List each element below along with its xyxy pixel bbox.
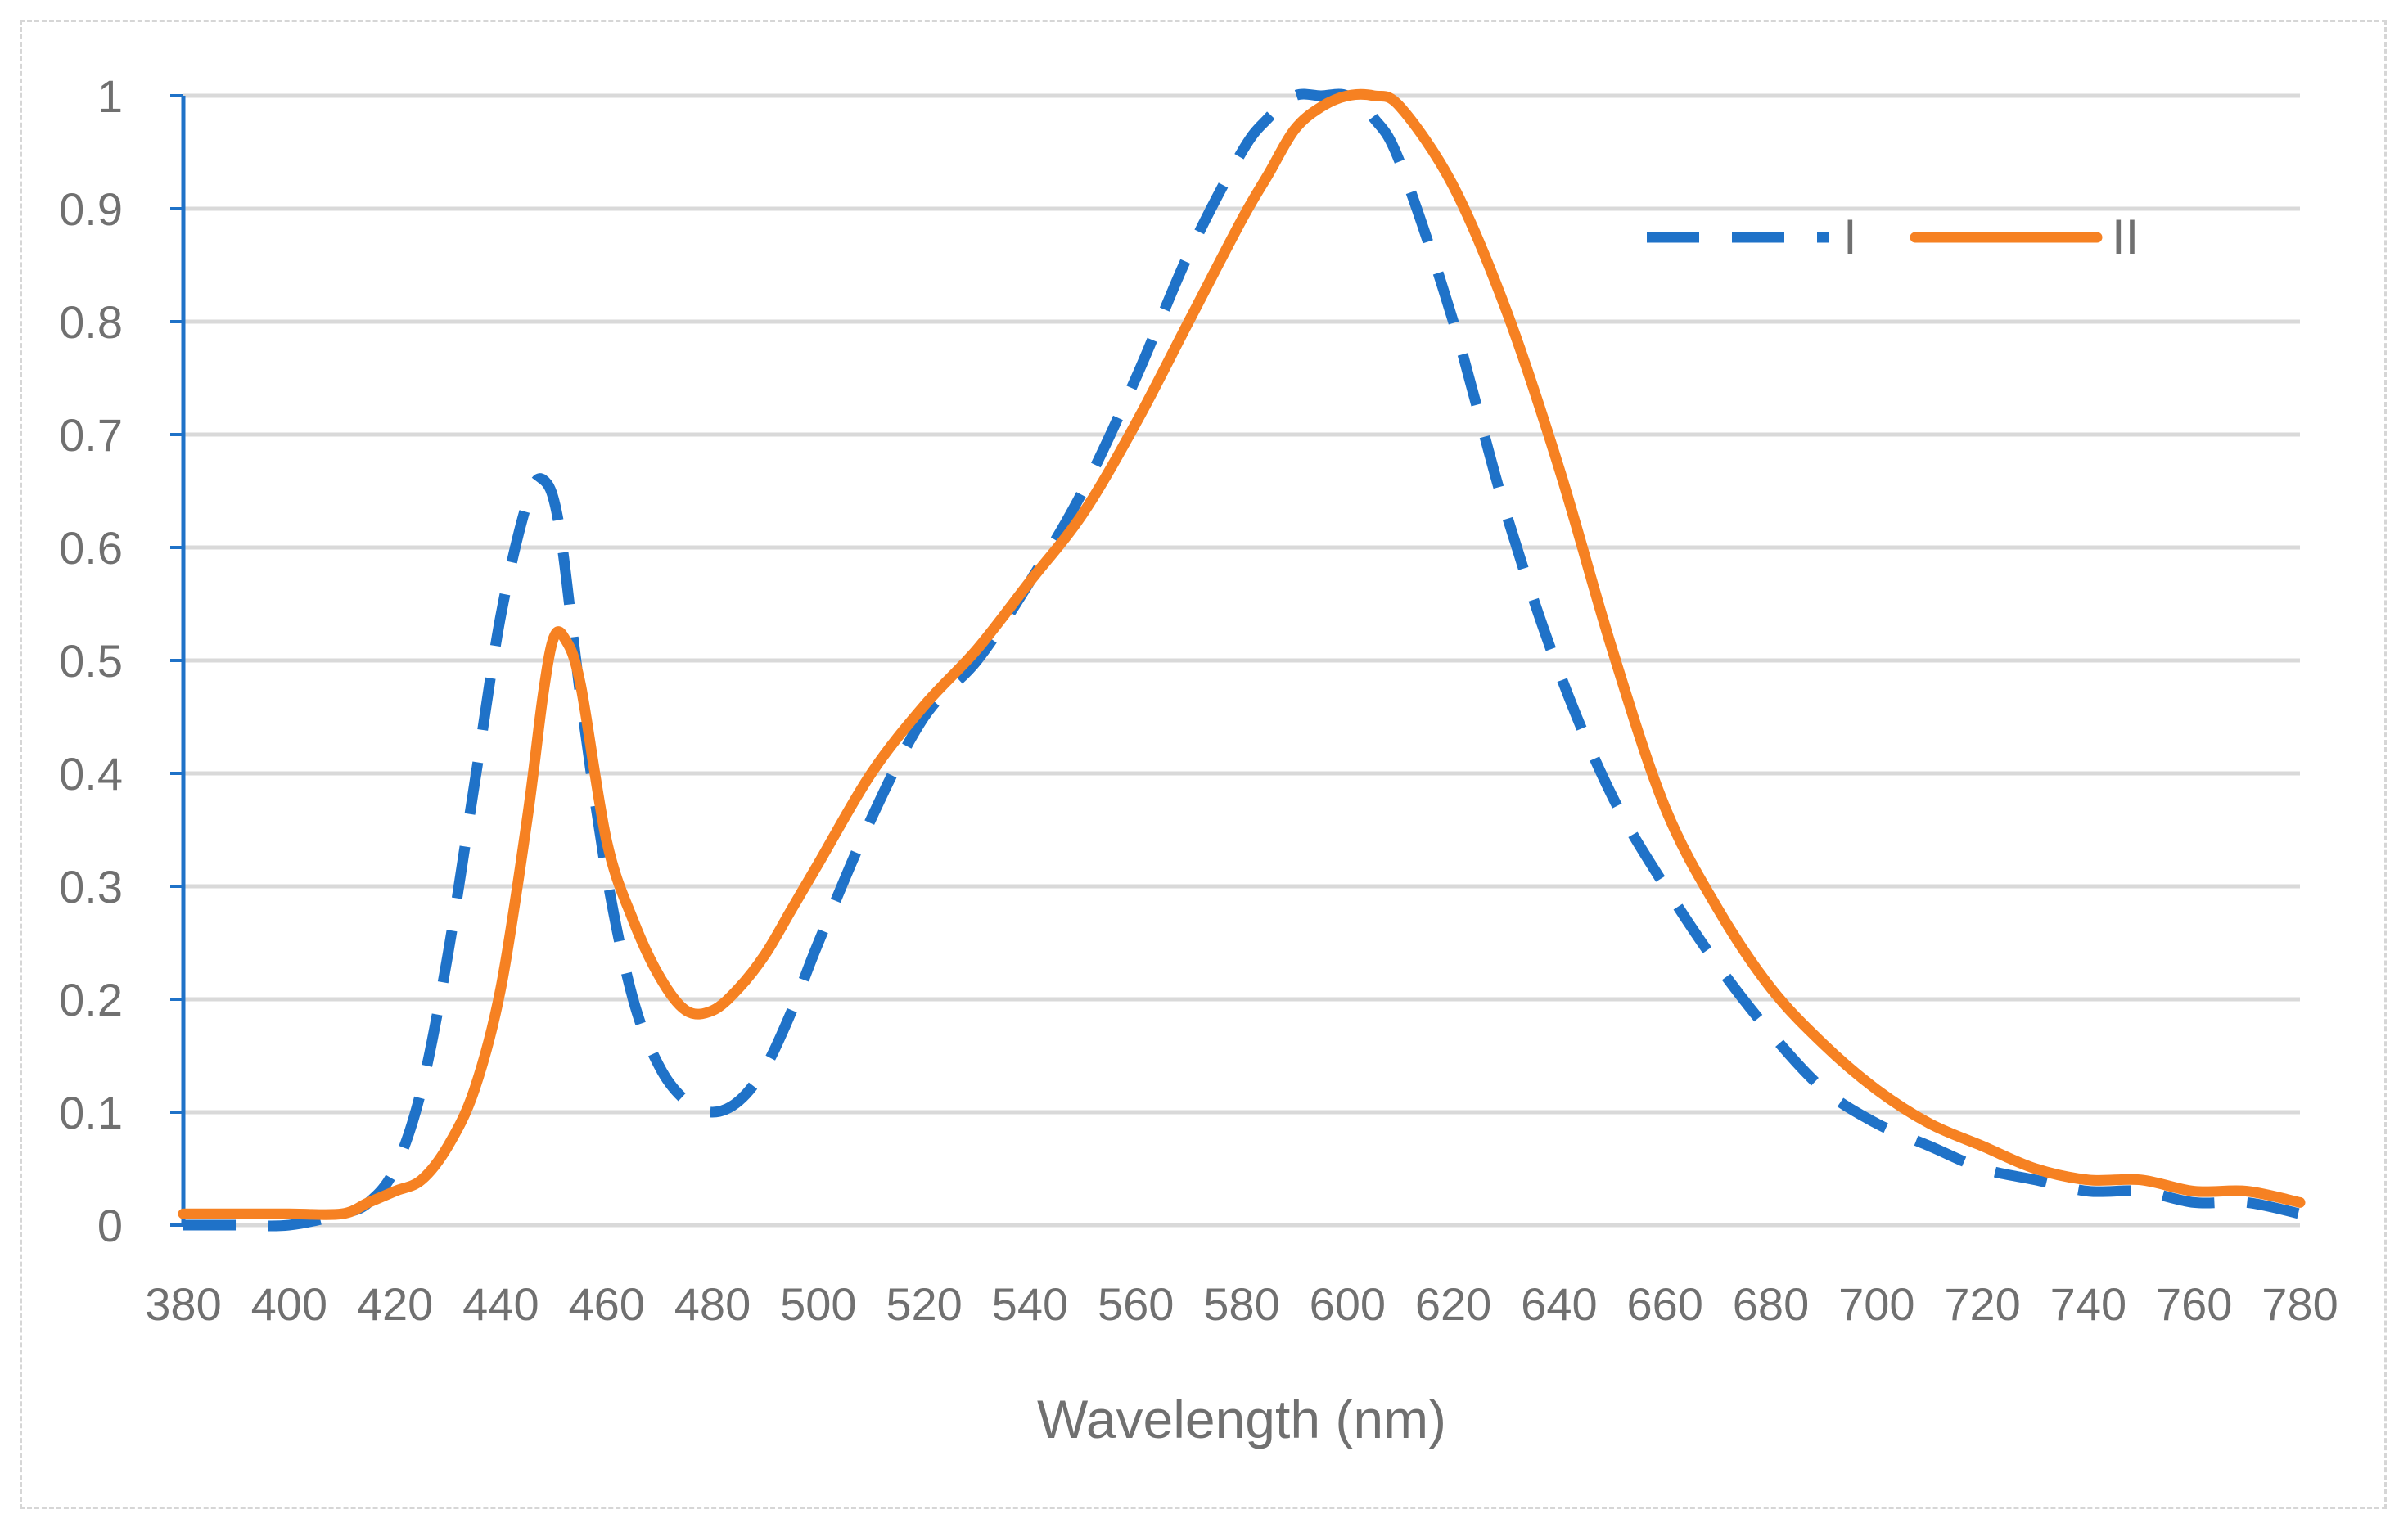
legend-label-series-2: II bbox=[2112, 210, 2139, 264]
x-tick-label: 460 bbox=[568, 1278, 644, 1330]
y-tick-label: 0.8 bbox=[59, 296, 123, 348]
y-tick-label: 0.6 bbox=[59, 522, 123, 574]
y-tick-label: 0.9 bbox=[59, 183, 123, 235]
x-tick-label: 660 bbox=[1626, 1278, 1702, 1330]
x-tick-label: 700 bbox=[1838, 1278, 1914, 1330]
y-tick-label: 1 bbox=[97, 70, 123, 122]
axes bbox=[170, 94, 2300, 1228]
series-line-2 bbox=[178, 88, 2306, 1220]
x-tick-label: 720 bbox=[1944, 1278, 2020, 1330]
y-tick-label: 0 bbox=[97, 1200, 123, 1251]
y-tick-label: 0.3 bbox=[59, 861, 123, 912]
y-tick-label: 0.7 bbox=[59, 409, 123, 461]
x-tick-label: 480 bbox=[674, 1278, 751, 1330]
x-tick-label: 440 bbox=[462, 1278, 539, 1330]
x-tick-label: 580 bbox=[1203, 1278, 1279, 1330]
legend-label-series-1: I bbox=[1843, 210, 1857, 264]
x-tick-label: 560 bbox=[1098, 1278, 1174, 1330]
y-tick-label: 0.2 bbox=[59, 974, 123, 1025]
legend: I II bbox=[1647, 210, 2139, 264]
x-tick-label: 420 bbox=[357, 1278, 433, 1330]
x-tick-label: 760 bbox=[2156, 1278, 2232, 1330]
y-tick-label: 0.5 bbox=[59, 635, 123, 687]
x-tick-label: 520 bbox=[886, 1278, 962, 1330]
y-tick-labels: 0 0.1 0.2 0.3 0.4 0.5 0.6 0.7 0.8 0.9 1 bbox=[59, 70, 123, 1251]
x-tick-label: 680 bbox=[1733, 1278, 1809, 1330]
x-tick-label: 400 bbox=[251, 1278, 327, 1330]
y-tick-label: 0.4 bbox=[59, 748, 123, 800]
series-lines bbox=[178, 88, 2306, 1232]
x-tick-label: 500 bbox=[780, 1278, 856, 1330]
x-tick-labels: 380 400 420 440 460 480 500 520 540 560 580 600 620 6… bbox=[145, 1278, 2338, 1330]
x-tick-label: 540 bbox=[992, 1278, 1068, 1330]
x-tick-label: 380 bbox=[145, 1278, 221, 1330]
x-tick-label: 620 bbox=[1415, 1278, 1491, 1330]
chart-frame bbox=[20, 20, 2387, 1509]
x-tick-label: 640 bbox=[1521, 1278, 1597, 1330]
x-tick-label: 740 bbox=[2050, 1278, 2126, 1330]
x-axis-title: Wavelength (nm) bbox=[1037, 1389, 1446, 1449]
x-tick-label: 600 bbox=[1310, 1278, 1386, 1330]
gridlines bbox=[183, 93, 2300, 1115]
x-tick-label: 780 bbox=[2261, 1278, 2338, 1330]
y-tick-label: 0.1 bbox=[59, 1087, 123, 1138]
